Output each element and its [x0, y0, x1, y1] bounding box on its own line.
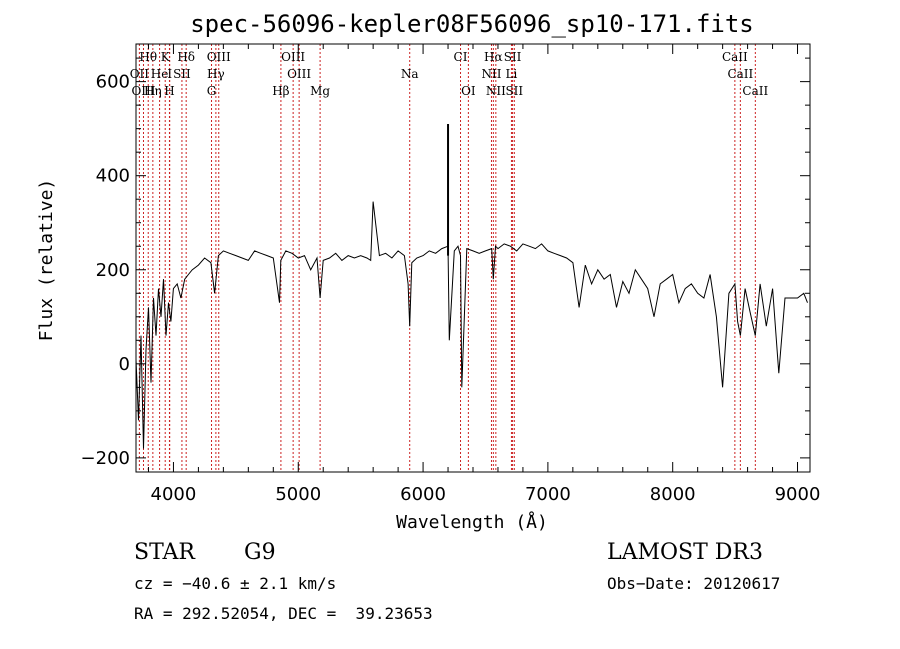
emission-line-label: CaII [722, 50, 748, 64]
emission-line-label: SII [505, 84, 523, 98]
x-tick-label: 5000 [275, 484, 321, 505]
emission-line-label: OIII [281, 50, 305, 64]
observation-date: Obs−Date: 20120617 [607, 574, 781, 593]
emission-line-label: Hβ [272, 84, 289, 98]
plot-frame [135, 43, 811, 473]
y-tick-label: 400 [96, 166, 130, 187]
emission-line-label: CaII [742, 84, 768, 98]
x-tick-label: 9000 [775, 484, 821, 505]
x-tick-label: 4000 [151, 484, 197, 505]
emission-line-label: Hη [144, 84, 162, 98]
y-tick-label: 600 [96, 72, 130, 93]
coordinates: RA = 292.52054, DEC = 39.23653 [134, 604, 433, 623]
chart-title: spec-56096-kepler08F56096_sp10-171.fits [190, 10, 754, 38]
emission-line-label: CI [454, 50, 468, 64]
emission-line-label: I [167, 67, 172, 81]
axis-tick-labels: 4000 5000 6000 7000 8000 9000 −200 0 200 400 600 [81, 72, 821, 505]
y-tick-label: 0 [119, 354, 130, 375]
emission-line-label: CaII [727, 67, 753, 81]
y-tick-label: −200 [81, 448, 130, 469]
emission-line-label: Hθ [139, 50, 157, 64]
axis-ticks [136, 44, 810, 472]
emission-line-label: OI [461, 84, 476, 98]
emission-line-label: Na [401, 67, 419, 81]
object-class: STAR [134, 540, 195, 565]
redshift-value: cz = −40.6 ± 2.1 km/s [134, 574, 337, 593]
x-axis-label: Wavelength (Å) [396, 511, 548, 533]
x-tick-label: 6000 [400, 484, 446, 505]
y-axis-label: Flux (relative) [36, 179, 57, 342]
emission-line-label: Li [506, 67, 518, 81]
emission-line-label: OIII [131, 84, 155, 98]
emission-line-label: K [161, 50, 171, 64]
emission-line-label: NII [481, 67, 501, 81]
emission-line-label: Mg [310, 84, 330, 98]
x-tick-label: 7000 [525, 484, 571, 505]
emission-line-label: G [207, 84, 217, 98]
spectrum-series-line [135, 201, 808, 449]
emission-line-label: OIII [207, 50, 231, 64]
survey-name: LAMOST DR3 [607, 540, 763, 565]
emission-line-label: OIII [287, 67, 311, 81]
emission-line-label: NII [486, 84, 506, 98]
emission-line-label: SII [173, 67, 191, 81]
emission-line-markers [138, 44, 756, 472]
emission-line-label: SII [504, 50, 522, 64]
y-tick-label: 200 [96, 260, 130, 281]
x-tick-label: 8000 [650, 484, 696, 505]
emission-line-label: Hγ [207, 67, 225, 81]
emission-line-label: He [151, 67, 169, 81]
emission-line-label: H [164, 84, 174, 98]
emission-line-label: Hδ [177, 50, 195, 64]
emission-line-label: Hα [484, 50, 503, 64]
emission-line-label: OII [130, 67, 150, 81]
object-subclass: G9 [244, 540, 276, 565]
